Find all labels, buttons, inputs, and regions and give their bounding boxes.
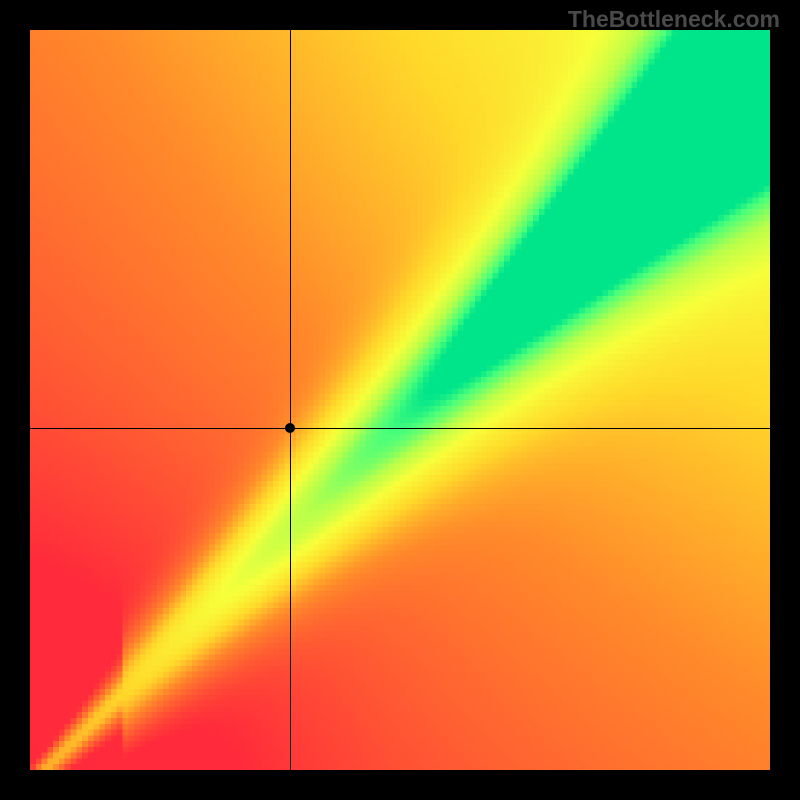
crosshair-point bbox=[285, 423, 295, 433]
crosshair-horizontal bbox=[30, 428, 770, 429]
crosshair-vertical bbox=[290, 30, 291, 770]
plot-area bbox=[30, 30, 770, 770]
attribution-label: TheBottleneck.com bbox=[568, 6, 780, 33]
heatmap-canvas bbox=[30, 30, 770, 770]
chart-container: TheBottleneck.com bbox=[0, 0, 800, 800]
